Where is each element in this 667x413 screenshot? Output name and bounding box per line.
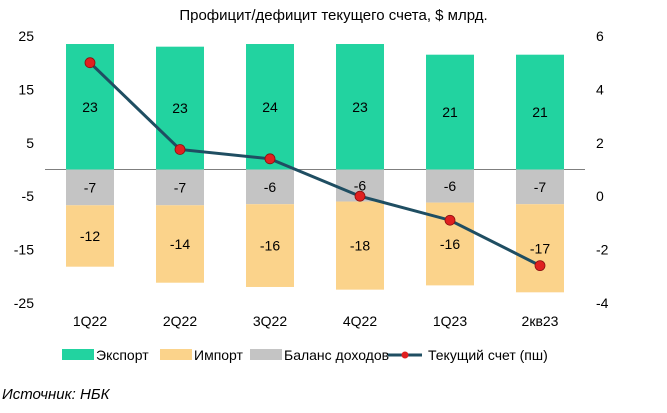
bars: [66, 44, 564, 293]
data-label-import: -16: [440, 236, 460, 252]
y-right-tick: 2: [596, 135, 604, 151]
x-tick-label: 4Q22: [343, 313, 377, 329]
data-label-import: -17: [530, 240, 550, 256]
bar-export: [246, 44, 294, 170]
data-label-income-balance: -7: [534, 179, 547, 195]
y-left-tick: -15: [14, 242, 34, 258]
bar-import: [66, 205, 114, 267]
legend-marker: [401, 351, 409, 359]
bar-import: [336, 201, 384, 290]
legend-label: Импорт: [194, 347, 244, 363]
x-tick-label: 2кв23: [522, 313, 559, 329]
data-labels: 23 -7 -12 23 -7 -14 24 -6 -16 23 -6 -18 21 -6 -16 21 -7 -…: [80, 99, 550, 257]
data-label-income-balance: -7: [174, 179, 187, 195]
bar-import: [246, 204, 294, 287]
axes: 25 15 5 -5 -15 -25 6 4 2 0 -2 -4 1Q22 2Q22 3Q22 4Q22 1Q2…: [14, 28, 609, 329]
legend-swatch: [250, 349, 282, 360]
line-point: [84, 57, 96, 69]
x-tick-label: 2Q22: [163, 313, 197, 329]
legend-label: Баланс доходов: [284, 347, 389, 363]
legend-label: Экспорт: [96, 347, 149, 363]
line-point: [264, 153, 276, 165]
line-current-account: [88, 61, 541, 267]
y-left-tick: 25: [18, 28, 34, 44]
line-point: [354, 190, 366, 202]
data-label-income-balance: -7: [84, 179, 97, 195]
data-label-import: -16: [260, 238, 280, 254]
current-account-line: [84, 57, 546, 272]
data-label-export: 21: [532, 104, 548, 120]
legend-label: Текущий счет (пш): [428, 347, 548, 363]
line-point: [534, 260, 546, 272]
data-label-import: -12: [80, 228, 100, 244]
y-right-tick: 0: [596, 188, 604, 204]
chart-title: Профицит/дефицит текущего счета, $ млрд.: [179, 7, 488, 24]
bar-income-balance: [426, 169, 474, 203]
x-tick-label: 3Q22: [253, 313, 287, 329]
data-label-export: 21: [442, 104, 458, 120]
y-left-tick: 5: [26, 135, 34, 151]
data-label-export: 23: [352, 99, 368, 115]
y-right-tick: 4: [596, 81, 604, 97]
bar-export: [426, 54, 474, 170]
bar-export: [516, 54, 564, 170]
legend-swatch: [62, 349, 94, 360]
legend-swatch: [160, 349, 192, 360]
data-label-import: -18: [350, 238, 370, 254]
y-right-tick: -4: [596, 295, 609, 311]
legend: Экспорт Импорт Баланс доходов Текущий счет …: [62, 347, 548, 363]
bar-income-balance: [246, 169, 294, 205]
data-label-income-balance: -6: [444, 178, 457, 194]
y-right-tick: 6: [596, 28, 604, 44]
data-label-import: -14: [170, 236, 190, 252]
data-label-income-balance: -6: [264, 179, 277, 195]
x-tick-label: 1Q22: [73, 313, 107, 329]
y-left-tick: -25: [14, 295, 34, 311]
y-left-tick: 15: [18, 81, 34, 97]
bar-import: [156, 205, 204, 283]
line-point: [444, 214, 456, 226]
line-point: [174, 144, 186, 155]
y-right-tick: -2: [596, 242, 609, 258]
x-tick-label: 1Q23: [433, 313, 467, 329]
data-label-export: 24: [262, 99, 278, 115]
data-label-export: 23: [82, 99, 98, 115]
bar-export: [336, 44, 384, 170]
bar-income-balance: [516, 169, 564, 205]
y-left-tick: -5: [22, 188, 35, 204]
data-label-income-balance: -6: [354, 178, 367, 194]
source-note: Источник: НБК: [2, 386, 110, 403]
data-label-export: 23: [172, 100, 188, 116]
bar-income-balance: [156, 169, 204, 206]
bar-import: [516, 204, 564, 293]
bar-income-balance: [66, 169, 114, 206]
